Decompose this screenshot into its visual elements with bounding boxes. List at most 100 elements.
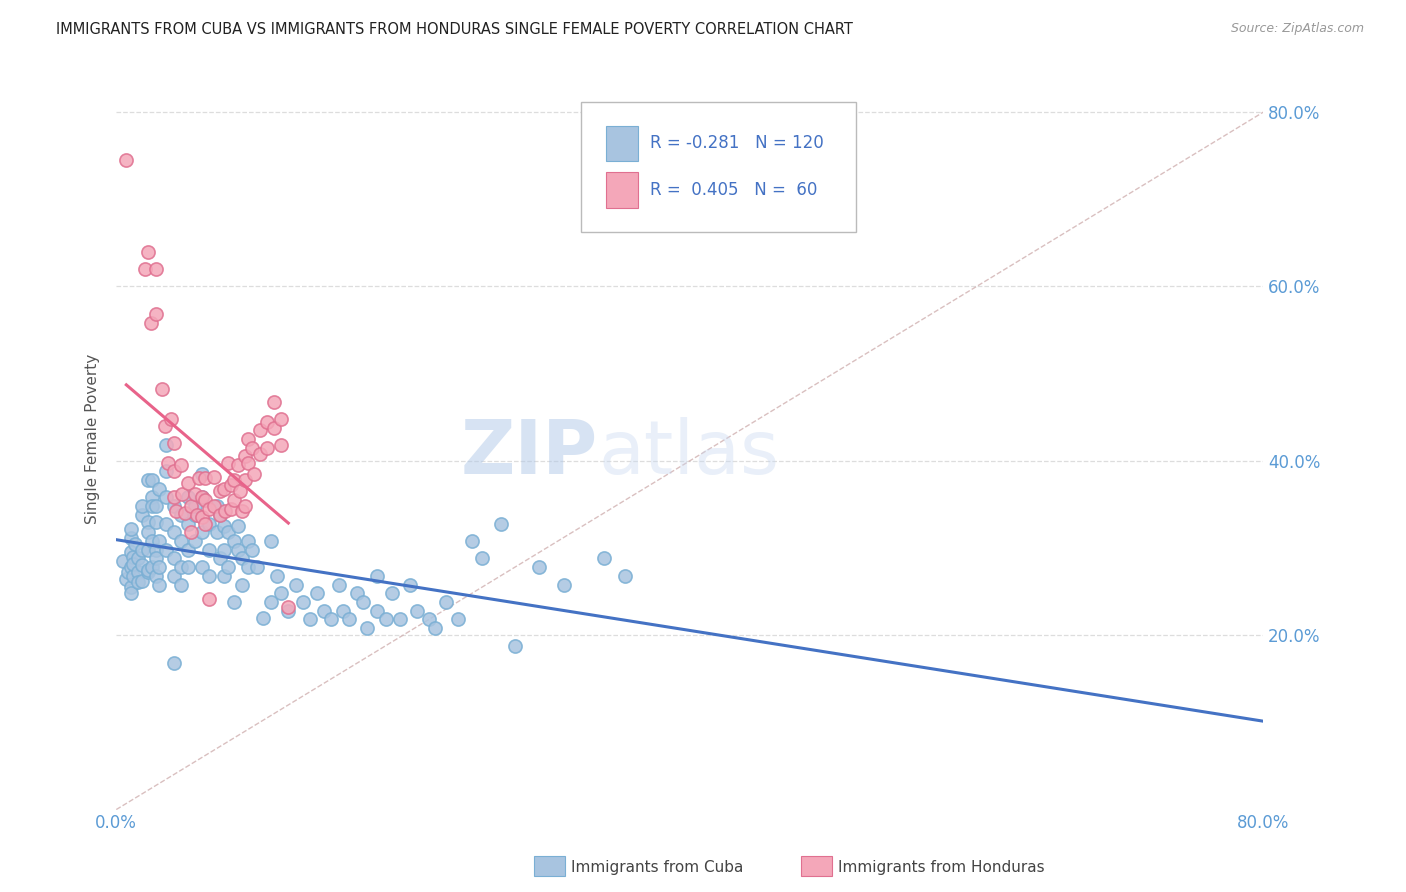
Point (263, 394, 285, 409)
Point (131, 542, 153, 557)
Point (208, 508, 231, 522)
FancyBboxPatch shape (581, 102, 856, 232)
Point (277, 600, 299, 615)
Point (233, 499, 256, 513)
Point (162, 656, 184, 670)
Point (226, 519, 249, 533)
Point (418, 612, 440, 626)
Point (153, 419, 176, 434)
Point (184, 534, 207, 549)
Point (256, 441, 278, 455)
Point (141, 473, 163, 487)
Point (219, 501, 242, 516)
Point (249, 423, 271, 437)
Y-axis label: Single Female Poverty: Single Female Poverty (86, 354, 100, 524)
Point (471, 551, 494, 566)
Point (198, 516, 221, 531)
Point (136, 473, 159, 487)
Point (256, 415, 278, 429)
Point (131, 574, 153, 588)
Point (226, 542, 249, 557)
Point (298, 612, 321, 626)
Point (139, 316, 162, 330)
Point (246, 560, 269, 574)
Point (170, 577, 193, 591)
Point (145, 307, 167, 321)
Point (208, 551, 231, 566)
Text: R = -0.281   N = 120: R = -0.281 N = 120 (650, 135, 824, 153)
Point (155, 516, 177, 531)
Point (162, 464, 184, 478)
Point (134, 262, 156, 277)
Point (124, 536, 146, 550)
Point (222, 595, 245, 609)
Point (238, 456, 260, 470)
Point (145, 551, 167, 566)
Point (136, 515, 159, 529)
Point (136, 563, 159, 577)
Point (191, 467, 214, 481)
Point (148, 577, 170, 591)
Point (614, 569, 637, 583)
Point (184, 487, 207, 501)
Point (260, 595, 283, 609)
Point (389, 612, 412, 626)
Point (191, 525, 214, 540)
Point (202, 499, 225, 513)
Point (115, 572, 138, 586)
Point (529, 560, 551, 574)
Point (233, 450, 256, 464)
Point (233, 473, 256, 487)
Point (314, 604, 336, 618)
Point (346, 586, 368, 600)
Point (122, 557, 145, 571)
Text: IMMIGRANTS FROM CUBA VS IMMIGRANTS FROM HONDURAS SINGLE FEMALE POVERTY CORRELATI: IMMIGRANTS FROM CUBA VS IMMIGRANTS FROM … (56, 22, 853, 37)
Point (162, 569, 184, 583)
Point (277, 604, 299, 618)
Point (243, 467, 266, 481)
Point (162, 491, 184, 505)
Point (145, 499, 167, 513)
Point (503, 639, 526, 653)
Point (321, 612, 343, 626)
Point (117, 566, 139, 580)
Point (228, 484, 250, 499)
Point (202, 469, 225, 483)
Point (212, 542, 235, 557)
Point (162, 436, 184, 450)
Point (174, 506, 197, 520)
Point (222, 473, 245, 487)
Point (177, 516, 200, 531)
Point (170, 458, 193, 473)
Point (212, 519, 235, 533)
Point (155, 464, 177, 478)
Point (177, 475, 200, 490)
Point (141, 491, 163, 505)
Point (191, 510, 214, 524)
Point (198, 501, 221, 516)
Point (120, 531, 142, 545)
Point (231, 577, 253, 591)
Text: Immigrants from Cuba: Immigrants from Cuba (571, 860, 744, 874)
Point (177, 491, 200, 505)
Point (141, 560, 163, 574)
Point (238, 534, 260, 549)
Point (115, 153, 138, 167)
Point (141, 499, 163, 513)
Point (242, 441, 264, 455)
Point (170, 508, 193, 522)
Point (156, 456, 179, 470)
Point (180, 499, 202, 513)
Point (155, 491, 177, 505)
Point (291, 595, 314, 609)
Point (131, 499, 153, 513)
Point (150, 382, 173, 396)
Point (184, 499, 207, 513)
Point (145, 542, 167, 557)
Point (263, 420, 285, 434)
Point (120, 545, 142, 559)
Point (170, 534, 193, 549)
Point (242, 542, 264, 557)
Point (191, 491, 214, 505)
Point (145, 262, 167, 277)
